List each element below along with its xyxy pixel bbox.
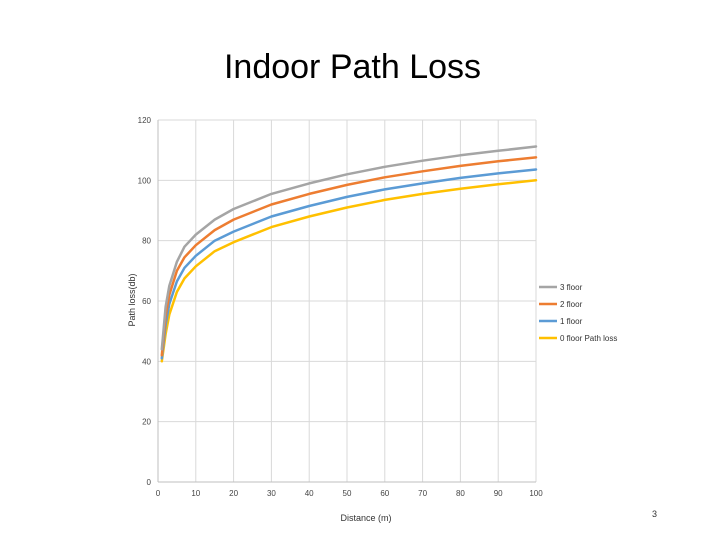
y-tick-label: 60 xyxy=(142,297,151,306)
x-tick-label: 60 xyxy=(380,489,389,498)
x-tick-label: 40 xyxy=(305,489,314,498)
chart-legend: 3 floor 2 floor 1 floor 0 floor Path loss xyxy=(539,283,617,343)
chart-gridlines xyxy=(158,119,537,482)
series-line xyxy=(160,156,538,357)
x-tick-label: 70 xyxy=(418,489,427,498)
series-line xyxy=(160,145,538,351)
y-tick-label: 100 xyxy=(138,176,152,185)
series-line xyxy=(160,168,538,360)
chart-axes xyxy=(157,120,536,483)
y-tick-label: 40 xyxy=(142,357,151,366)
x-tick-label: 30 xyxy=(267,489,276,498)
x-axis-title: Distance (m) xyxy=(340,513,391,523)
y-axis-title: Path loss(db) xyxy=(127,273,137,326)
legend-label: 2 floor xyxy=(560,300,583,309)
legend-label: 0 floor Path loss xyxy=(560,334,617,343)
y-tick-label: 0 xyxy=(147,478,152,487)
x-tick-label: 80 xyxy=(456,489,465,498)
y-tick-label: 120 xyxy=(138,116,152,125)
legend-label: 3 floor xyxy=(560,283,583,292)
x-tick-label: 10 xyxy=(191,489,200,498)
y-tick-label: 20 xyxy=(142,418,151,427)
page-number: 3 xyxy=(652,509,658,519)
chart-tick-labels: 0 10 20 30 40 50 60 70 80 90 100 0 20 40 60 80 100 120 xyxy=(138,116,544,498)
series-line xyxy=(160,179,538,363)
chart-series xyxy=(160,145,538,363)
slide-title: Indoor Path Loss xyxy=(223,48,482,86)
x-tick-label: 20 xyxy=(229,489,238,498)
x-tick-label: 90 xyxy=(494,489,503,498)
x-tick-label: 50 xyxy=(343,489,352,498)
y-tick-label: 80 xyxy=(142,237,151,246)
x-tick-label: 100 xyxy=(529,489,543,498)
x-tick-label: 0 xyxy=(156,489,161,498)
legend-label: 1 floor xyxy=(560,317,583,326)
